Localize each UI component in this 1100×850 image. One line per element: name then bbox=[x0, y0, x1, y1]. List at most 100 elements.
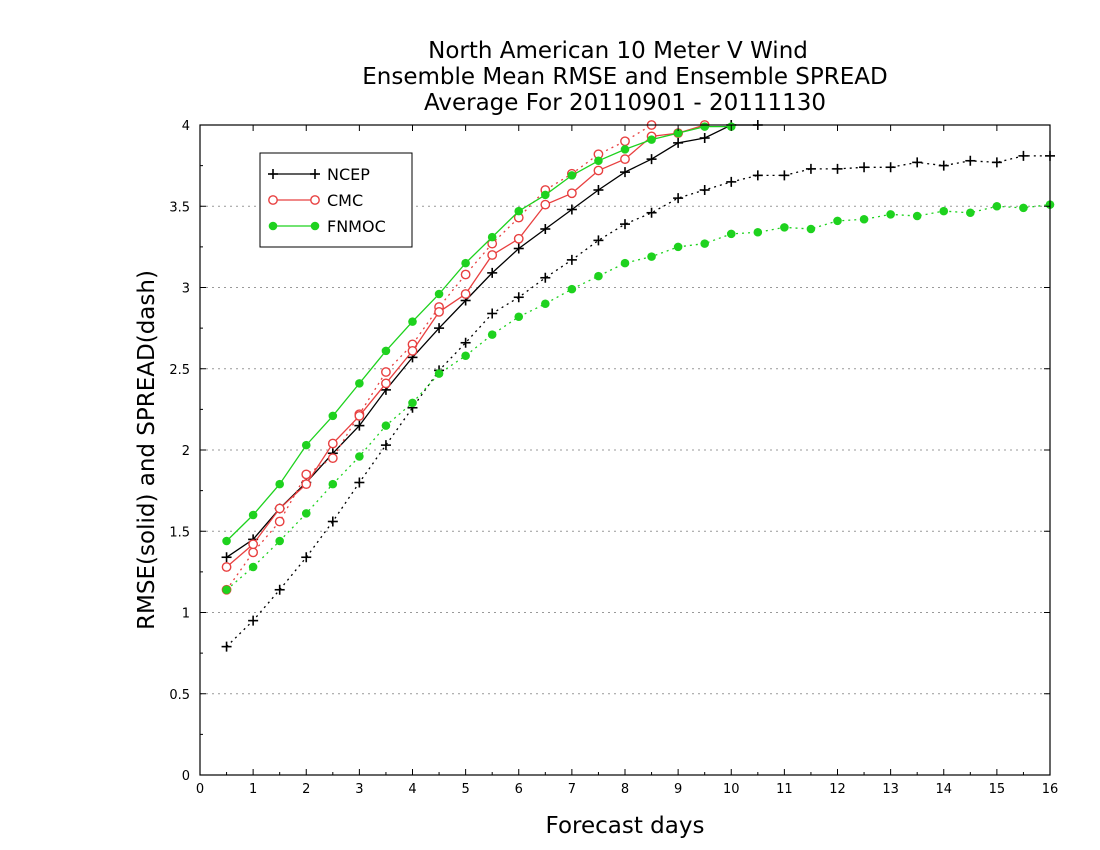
ncep-spread-point-25 bbox=[885, 162, 896, 173]
y-tick-label-0: 0 bbox=[182, 769, 190, 784]
fnmoc-rmse-line bbox=[226, 125, 732, 542]
title-line-2: Ensemble Mean RMSE and Ensemble SPREAD bbox=[362, 64, 887, 90]
y-tick-label-8: 4 bbox=[182, 119, 190, 134]
ncep-rmse-point-0 bbox=[221, 552, 232, 563]
ncep-rmse-point-11 bbox=[513, 243, 524, 254]
ncep-rmse-point-14 bbox=[593, 185, 604, 195]
fnmoc-spread-point-2 bbox=[275, 536, 284, 546]
fnmoc-spread-point-20 bbox=[753, 227, 763, 237]
fnmoc-rmse-point-4 bbox=[328, 411, 338, 421]
ncep-spread-point-0 bbox=[221, 641, 232, 652]
ncep-spread-point-18 bbox=[699, 185, 710, 195]
y-tick-label-2: 1 bbox=[182, 607, 190, 622]
fnmoc-spread-point-7 bbox=[408, 398, 417, 408]
ncep-spread-line bbox=[226, 155, 1050, 648]
legend-marker-left-cmc bbox=[268, 195, 278, 205]
cmc-spread-point-1 bbox=[248, 547, 259, 558]
ncep-rmse-point-13 bbox=[566, 204, 577, 215]
fnmoc-rmse-point-16 bbox=[647, 135, 656, 144]
ncep-spread-point-28 bbox=[965, 155, 976, 166]
ncep-spread-point-14 bbox=[593, 235, 604, 246]
ncep-spread-point-30 bbox=[1018, 150, 1029, 161]
legend-marker-right-ncep bbox=[310, 169, 320, 179]
ncep-rmse-point-16 bbox=[646, 154, 657, 165]
cmc-rmse-point-0 bbox=[221, 562, 232, 572]
y-tick-label-5: 2.5 bbox=[169, 363, 190, 378]
cmc-rmse-point-6 bbox=[381, 378, 391, 389]
y-tick-label-6: 3 bbox=[182, 282, 190, 297]
ncep-spread-point-5 bbox=[354, 477, 365, 488]
fnmoc-spread-point-14 bbox=[594, 271, 603, 281]
cmc-rmse-point-5 bbox=[354, 410, 365, 421]
fnmoc-rmse-point-8 bbox=[434, 289, 444, 299]
cmc-rmse-point-4 bbox=[327, 438, 338, 449]
ncep-spread-point-21 bbox=[779, 170, 790, 181]
ncep-rmse-point-10 bbox=[487, 267, 498, 278]
ncep-rmse-point-8 bbox=[434, 323, 445, 334]
ncep-spread-point-2 bbox=[274, 584, 285, 595]
fnmoc-spread-point-24 bbox=[859, 214, 869, 224]
x-tick-label-6: 6 bbox=[515, 782, 523, 797]
ncep-spread-point-10 bbox=[487, 308, 498, 319]
x-tick-label-10: 10 bbox=[723, 782, 740, 797]
fnmoc-spread-point-13 bbox=[567, 284, 577, 294]
fnmoc-spread-point-17 bbox=[673, 242, 683, 252]
x-tick-label-13: 13 bbox=[882, 782, 899, 797]
legend-marker-right-cmc bbox=[310, 195, 320, 205]
chart-title: North American 10 Meter V Wind Ensemble … bbox=[362, 38, 887, 116]
x-tick-label-1: 1 bbox=[249, 782, 257, 797]
ncep-spread-point-1 bbox=[248, 615, 259, 626]
cmc-rmse-point-12 bbox=[540, 199, 551, 210]
fnmoc-spread-point-23 bbox=[833, 216, 842, 226]
ncep-rmse-point-12 bbox=[540, 224, 551, 234]
ncep-spread-point-26 bbox=[912, 157, 923, 168]
ncep-spread-point-29 bbox=[991, 157, 1002, 168]
cmc-rmse-point-8 bbox=[434, 306, 444, 317]
fnmoc-spread-point-26 bbox=[912, 211, 922, 221]
fnmoc-rmse-point-17 bbox=[673, 128, 683, 138]
ncep-spread-point-23 bbox=[832, 163, 843, 174]
fnmoc-rmse-point-15 bbox=[620, 145, 630, 154]
series-lines bbox=[221, 120, 1055, 652]
x-tick-label-11: 11 bbox=[776, 782, 793, 797]
ncep-spread-point-24 bbox=[859, 162, 870, 173]
ncep-rmse-point-15 bbox=[620, 167, 630, 178]
x-tick-label-15: 15 bbox=[989, 782, 1006, 797]
fnmoc-spread-point-3 bbox=[301, 509, 311, 518]
fnmoc-spread-point-4 bbox=[328, 479, 338, 489]
cmc-rmse-point-1 bbox=[248, 539, 259, 550]
fnmoc-rmse-point-3 bbox=[301, 440, 311, 450]
fnmoc-spread-point-28 bbox=[966, 208, 975, 218]
cmc-rmse-point-3 bbox=[301, 479, 312, 490]
legend-marker-right-fnmoc bbox=[310, 221, 320, 231]
fnmoc-rmse-point-9 bbox=[461, 258, 470, 268]
x-tick-label-16: 16 bbox=[1042, 782, 1059, 797]
ncep-spread-point-9 bbox=[460, 337, 471, 348]
ncep-spread-point-16 bbox=[646, 207, 657, 218]
x-tick-label-5: 5 bbox=[461, 782, 469, 797]
fnmoc-spread-point-30 bbox=[1019, 203, 1028, 213]
cmc-rmse-point-9 bbox=[460, 289, 471, 299]
fnmoc-spread-point-15 bbox=[620, 258, 630, 268]
gridlines bbox=[200, 205, 1050, 695]
y-tick-label-3: 1.5 bbox=[169, 525, 190, 540]
ncep-rmse-point-5 bbox=[354, 420, 365, 431]
ncep-spread-point-13 bbox=[566, 254, 577, 265]
fnmoc-spread-point-12 bbox=[541, 299, 550, 309]
y-axis-ticks: 0 0.5 1 1.5 2 2.5 3 3.5 4 bbox=[169, 119, 1050, 784]
y-tick-label-4: 2 bbox=[182, 444, 190, 459]
legend-label-fnmoc: FNMOC bbox=[327, 217, 386, 236]
fnmoc-rmse-point-12 bbox=[541, 190, 550, 200]
fnmoc-rmse-point-1 bbox=[248, 510, 258, 520]
legend-marker-left-ncep bbox=[268, 169, 278, 179]
fnmoc-rmse-point-13 bbox=[567, 171, 577, 180]
ncep-spread-point-20 bbox=[752, 170, 763, 181]
fnmoc-spread-point-8 bbox=[434, 369, 444, 378]
legend-label-ncep: NCEP bbox=[327, 165, 370, 184]
ncep-spread-point-15 bbox=[620, 219, 630, 230]
fnmoc-spread-line bbox=[226, 203, 1051, 591]
fnmoc-spread-point-0 bbox=[222, 585, 231, 595]
y-tick-label-1: 0.5 bbox=[169, 688, 190, 703]
fnmoc-spread-point-22 bbox=[806, 224, 816, 234]
